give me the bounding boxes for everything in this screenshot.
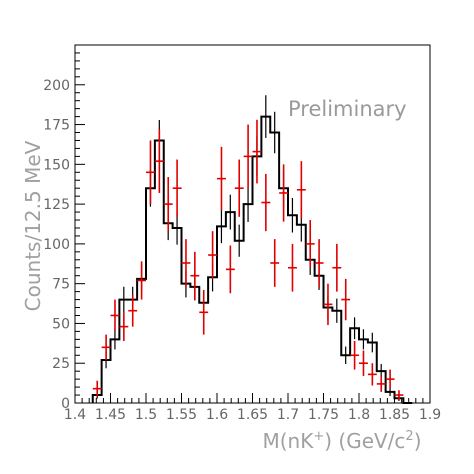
y-tick-label: 175 [43,118,70,134]
y-tick-label: 200 [43,78,70,94]
x-axis-title: M(nK+) (GeV/c2) [262,429,421,453]
x-tick-label: 1.6 [206,407,228,423]
x-tick-label: 1.8 [348,407,370,423]
y-tick-label: 25 [52,356,70,372]
x-tick-label: 1.65 [237,407,268,423]
y-tick-label: 100 [43,237,70,253]
x-tick-label: 1.7 [277,407,299,423]
x-tick-label: 1.5 [135,407,157,423]
y-tick-label: 75 [52,277,70,293]
x-tick-label: 1.9 [419,407,441,423]
preliminary-label: Preliminary [288,97,407,121]
x-tick-label: 1.75 [308,407,339,423]
histogram-steps [91,115,413,404]
x-tick-label: 1.85 [379,407,410,423]
x-tick-label: 1.4 [64,407,86,423]
data-marks [91,95,413,404]
y-tick-label: 125 [43,197,70,213]
y-tick-label: 50 [52,316,70,332]
axes-group: 1.4 1.45 1.5 1.55 1.6 1.65 1.7 1.75 1.8 1.85 1.9 0 2… [43,44,441,423]
x-tick-label: 1.45 [95,407,126,423]
y-axis-title: Counts/12.5 MeV [21,140,45,311]
x-tick-label: 1.55 [166,407,197,423]
y-tick-label: 0 [61,396,70,412]
y-tick-label: 150 [43,157,70,173]
